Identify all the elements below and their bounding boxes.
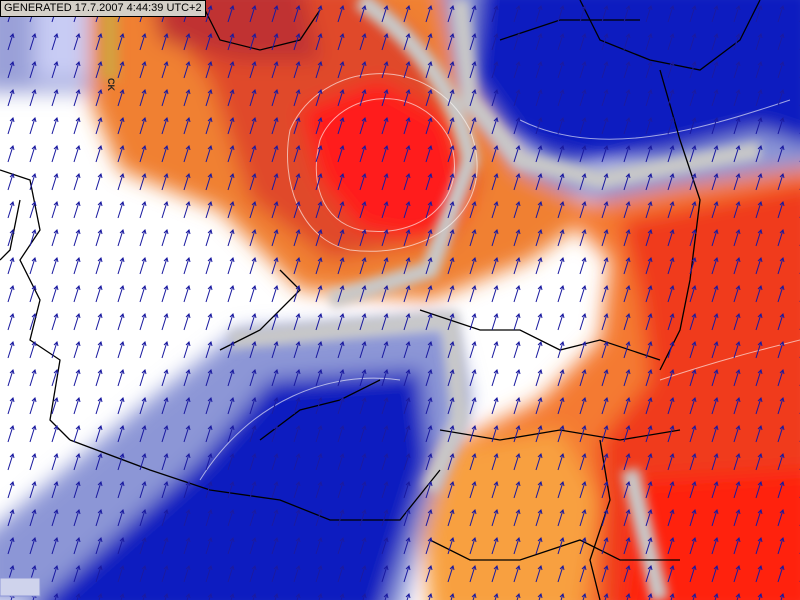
generated-stamp: GENERATED 17.7.2007 4:44:39 UTC+2: [0, 0, 206, 17]
map-mark: CK: [106, 78, 116, 91]
legend-swatch: [0, 577, 41, 597]
